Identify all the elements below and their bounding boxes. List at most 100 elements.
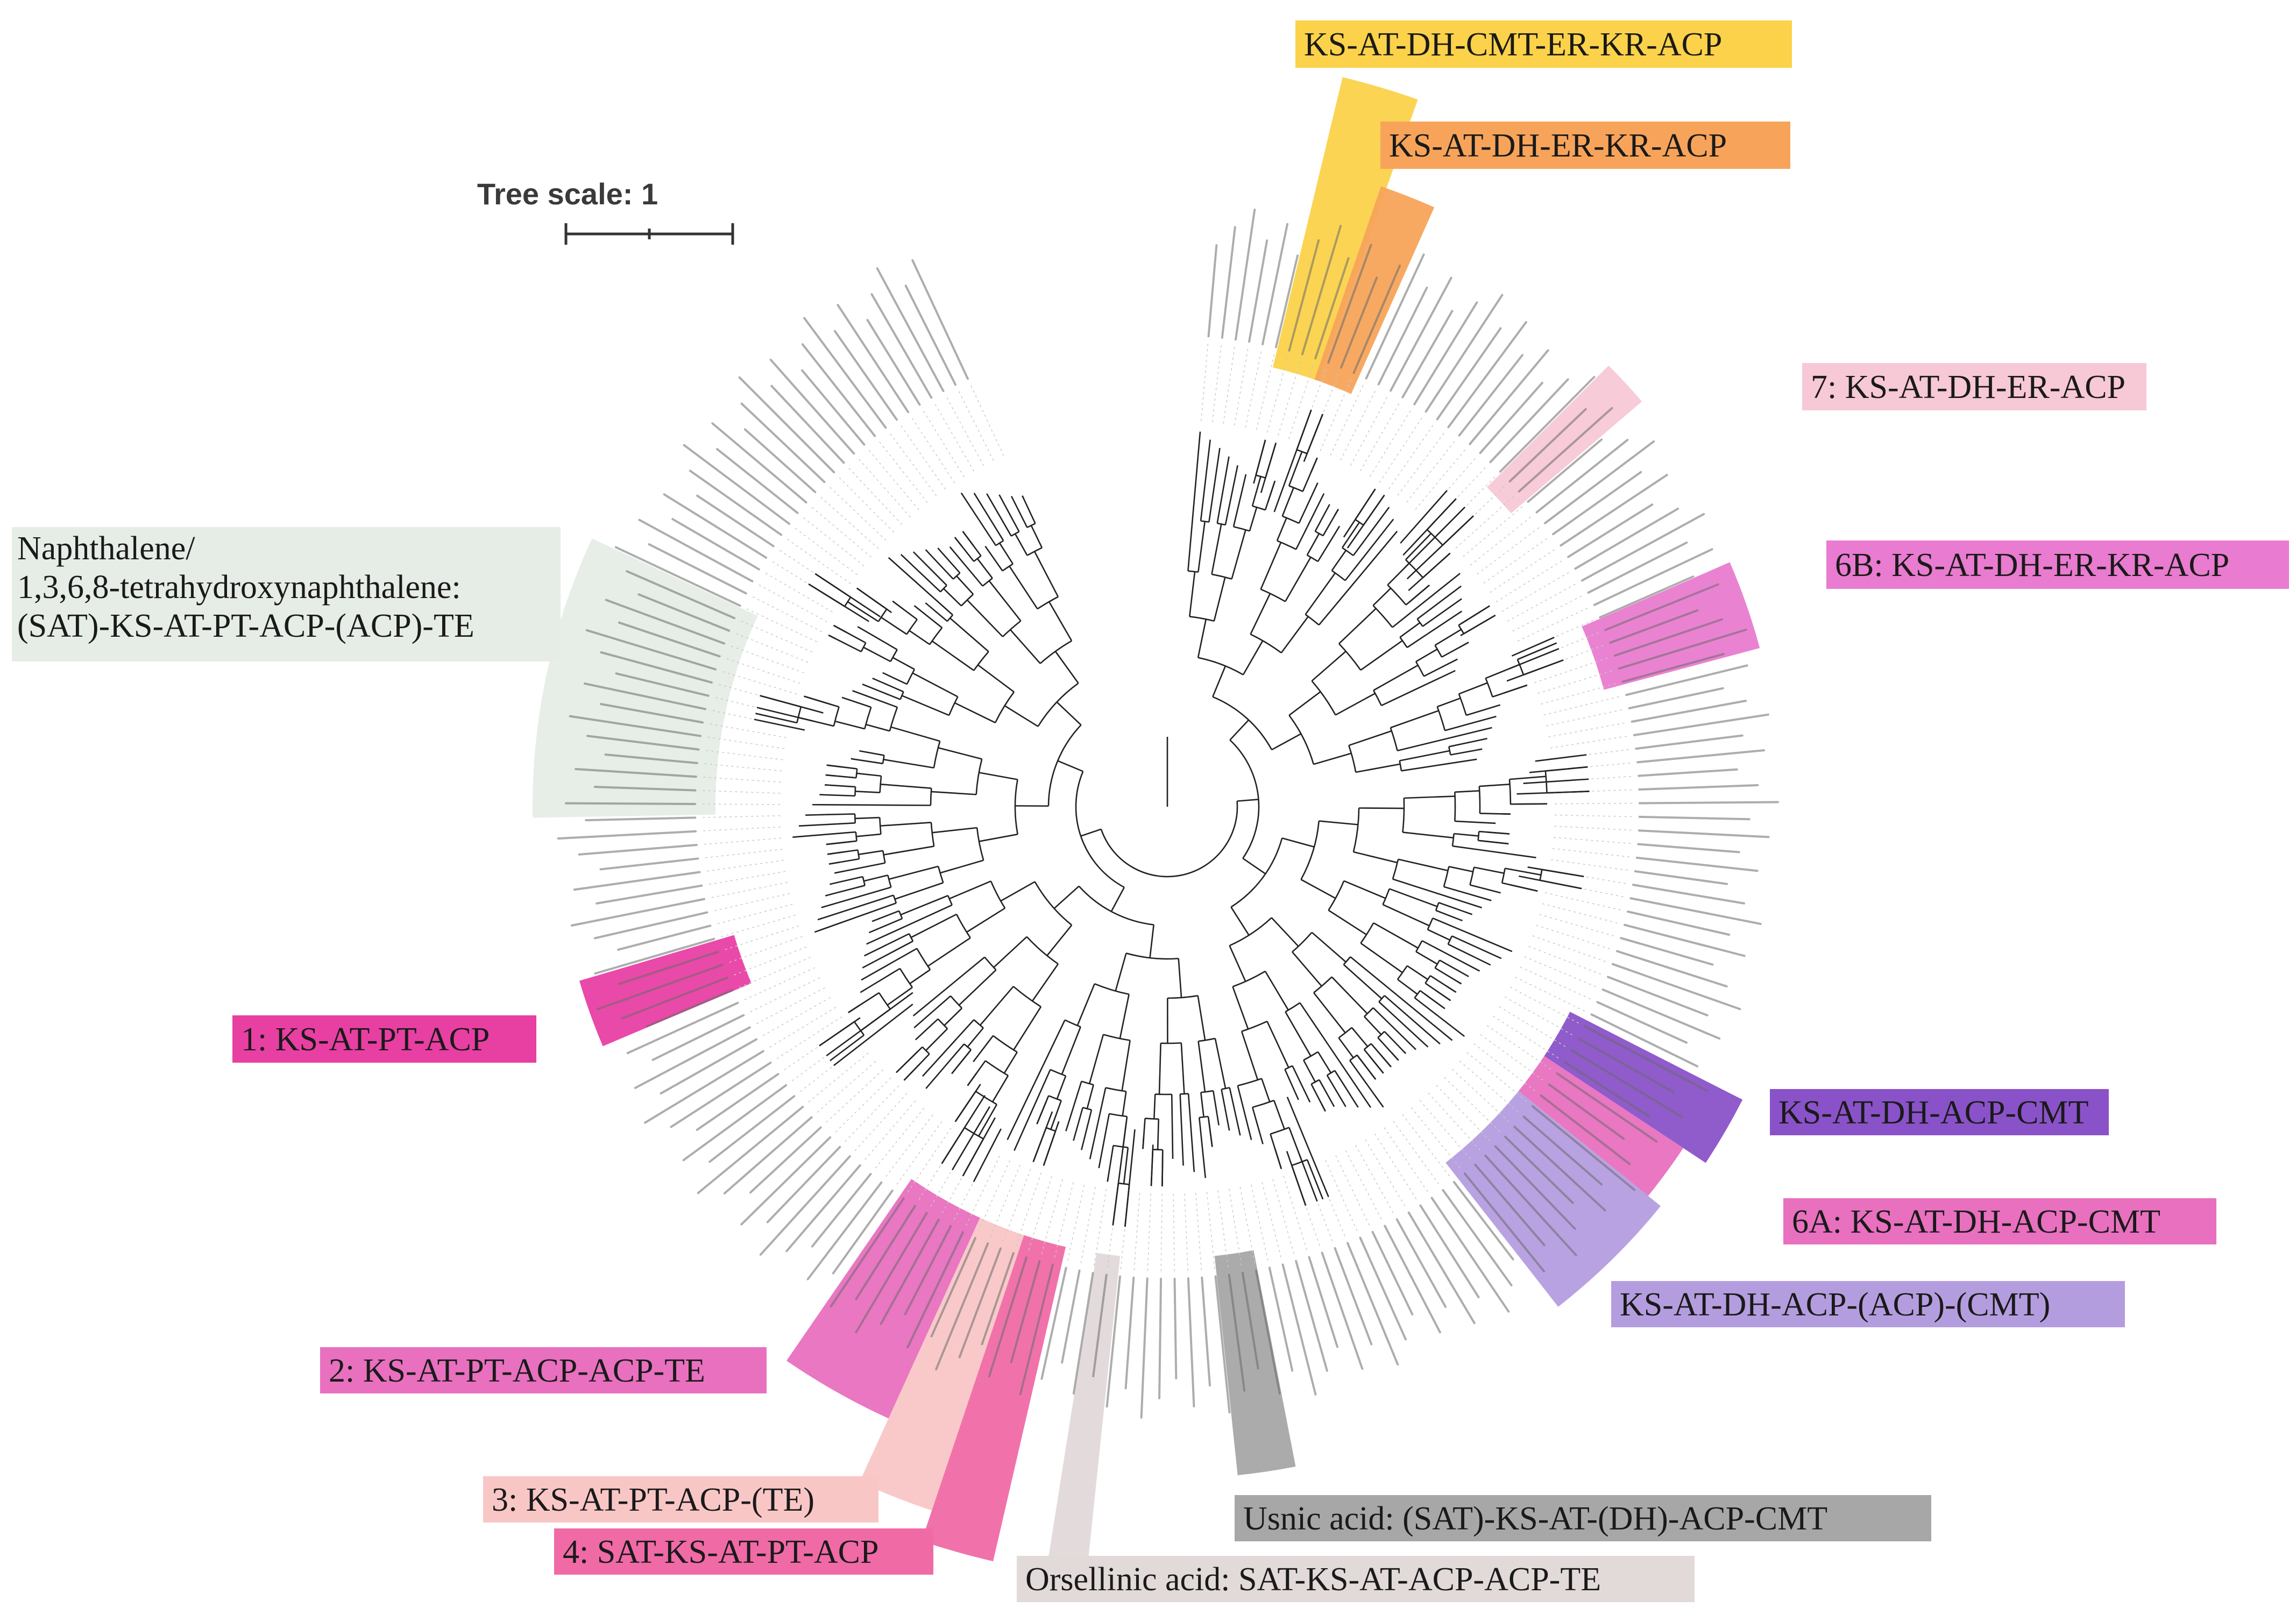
leaf-label-bar: [1531, 1105, 1636, 1191]
clade-label-orsel: Orsellinic acid: SAT-KS-AT-ACP-ACP-TE: [1017, 1556, 1695, 1602]
leaf-label-bar: [1207, 244, 1218, 338]
branch-segment: [1381, 683, 1428, 707]
leaf-label-bar: [1214, 1275, 1231, 1414]
terminal-branch: [1510, 803, 1547, 805]
clade-label-dh-er: KS-AT-DH-ER-KR-ACP: [1380, 122, 1790, 169]
branch-arc: [1372, 604, 1393, 628]
clade-label-box: [1826, 540, 2289, 589]
clade-label-box: [1235, 1495, 1931, 1541]
terminal-branch: [814, 910, 874, 933]
terminal-branch: [1479, 948, 1502, 959]
branch-segment: [1300, 879, 1336, 899]
branch-segment: [888, 865, 939, 880]
leaf-guide: [700, 837, 782, 845]
branch-arc: [933, 741, 941, 768]
branch-segment: [1466, 706, 1496, 716]
branch-segment: [873, 967, 901, 985]
leaf-label-bar: [1625, 664, 1748, 696]
leaf-guide: [1330, 382, 1365, 456]
terminal-branch: [960, 492, 980, 521]
branch-segment: [938, 747, 982, 760]
terminal-branch: [862, 684, 878, 691]
branch-arc: [1113, 1144, 1129, 1149]
terminal-branch: [1303, 414, 1323, 462]
leaf-label-bar: [570, 898, 705, 927]
terminal-branch: [1260, 443, 1277, 493]
terminal-branch: [1098, 1143, 1104, 1169]
branch-arc: [882, 755, 885, 764]
branch-arc: [1201, 1090, 1214, 1093]
branch-segment: [1216, 499, 1222, 524]
terminal-branch: [986, 493, 997, 510]
branch-arc: [994, 691, 1015, 723]
branch-segment: [1448, 943, 1476, 958]
leaf-label-bar: [626, 570, 736, 620]
terminal-branch: [804, 695, 833, 706]
branch-segment: [978, 519, 997, 546]
leaf-label-bar: [1563, 1061, 1650, 1118]
branch-segment: [1454, 833, 1479, 837]
terminal-branch: [896, 1051, 918, 1073]
branch-segment: [1180, 1043, 1185, 1094]
leaf-label-bar: [1638, 829, 1770, 838]
branch-segment: [1208, 497, 1214, 522]
branch-arc: [916, 948, 931, 970]
branch-segment: [1086, 1084, 1094, 1109]
branch-segment: [1004, 504, 1020, 532]
terminal-branch: [925, 549, 933, 558]
terminal-branch: [1294, 1091, 1299, 1100]
terminal-branch: [1517, 791, 1590, 795]
terminal-branch: [1014, 1092, 1041, 1151]
leaf-guide: [1393, 1121, 1441, 1187]
terminal-branch: [1488, 831, 1510, 835]
terminal-branch: [856, 587, 892, 614]
branch-segment: [1389, 888, 1438, 907]
branch-segment: [1050, 1100, 1062, 1130]
branch-segment: [1249, 507, 1258, 531]
branch-segment: [1423, 664, 1447, 677]
branch-segment: [1449, 866, 1473, 873]
terminal-branch: [833, 1004, 913, 1066]
branch-arc: [1416, 618, 1423, 627]
branch-segment: [900, 895, 948, 916]
leaf-label-bar: [1535, 438, 1629, 514]
branch-segment: [956, 575, 974, 595]
branch-segment: [1229, 1087, 1236, 1112]
leaf-guide: [1548, 722, 1628, 738]
branch-segment: [860, 750, 884, 756]
leaf-label-bar: [1255, 1269, 1281, 1395]
branch-arc: [860, 642, 867, 652]
terminal-branch: [1389, 988, 1453, 1041]
terminal-branch: [827, 851, 846, 855]
branch-arc: [1300, 821, 1320, 880]
terminal-branch: [1379, 1054, 1392, 1068]
branch-segment: [976, 558, 993, 579]
branch-segment: [1338, 608, 1377, 644]
branch-segment: [1221, 1089, 1227, 1114]
branch-segment: [1434, 629, 1462, 646]
branch-arc: [1303, 1051, 1319, 1061]
branch-arc: [930, 822, 935, 846]
branch-arc: [1126, 952, 1179, 960]
branch-arc: [950, 995, 962, 1009]
leaf-guide: [814, 1061, 876, 1115]
leaf-label-bar: [643, 1050, 764, 1124]
terminal-branch: [1371, 507, 1390, 531]
leaf-label-bar: [600, 651, 713, 684]
leaf-label-bar: [586, 735, 700, 751]
branch-segment: [1384, 995, 1404, 1013]
branch-segment: [860, 862, 885, 869]
branch-segment: [910, 913, 957, 938]
leaf-label-bar: [1596, 1001, 1688, 1044]
leaf-guide: [1542, 903, 1621, 924]
terminal-branch: [949, 546, 968, 568]
leaf-label-bar: [1613, 618, 1723, 657]
terminal-branch: [967, 1072, 977, 1086]
branch-segment: [1232, 502, 1240, 527]
terminal-branch: [984, 545, 989, 551]
branch-segment: [1416, 600, 1442, 620]
leaf-guide: [800, 515, 864, 566]
leaf-guide: [883, 1114, 933, 1179]
leaf-label-bar: [646, 989, 734, 1028]
terminal-branch: [826, 992, 913, 1057]
